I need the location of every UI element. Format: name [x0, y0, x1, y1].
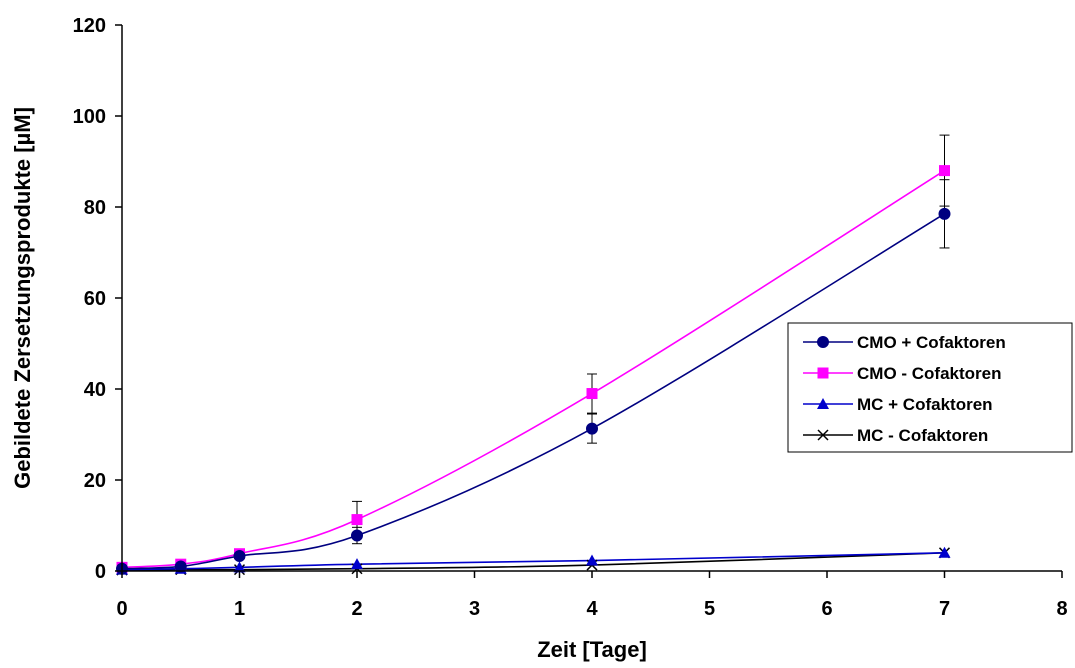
data-point	[939, 165, 950, 177]
y-tick-label: 120	[73, 15, 106, 37]
series-line	[121, 552, 945, 571]
y-tick-label: 40	[84, 379, 106, 401]
legend-label: CMO + Cofaktoren	[857, 333, 1006, 352]
data-point	[351, 514, 363, 526]
axes: 0 20 40 60 80 100 120 0 1 2 3 4 5 6 7 8	[73, 15, 1068, 620]
plot-area	[116, 134, 951, 576]
legend: CMO + Cofaktoren CMO - Cofaktoren MC + Cof…	[787, 322, 1073, 453]
data-point	[586, 388, 598, 400]
data-point	[351, 558, 363, 570]
legend-box	[787, 322, 1073, 453]
data-point	[233, 549, 246, 562]
y-tick-label: 100	[73, 106, 106, 128]
legend-marker	[817, 336, 829, 348]
x-tick-label: 6	[821, 598, 832, 620]
x-tick-label: 2	[351, 598, 362, 620]
series-line	[121, 169, 945, 569]
y-tick-label: 20	[84, 470, 106, 492]
data-point	[233, 561, 246, 573]
series-line	[121, 213, 945, 570]
legend-label: MC - Cofaktoren	[857, 426, 988, 445]
y-tick-label: 60	[84, 288, 106, 310]
data-point	[938, 546, 951, 558]
y-tick-label: 0	[95, 561, 106, 583]
x-tick-label: 4	[586, 598, 598, 620]
x-tick-label: 3	[469, 598, 480, 620]
data-point	[586, 422, 598, 435]
data-point	[174, 560, 187, 573]
legend-label: MC + Cofaktoren	[857, 395, 993, 414]
x-axis-title: Zeit [Tage]	[537, 637, 647, 662]
data-point	[938, 207, 951, 220]
x-tick-label: 8	[1056, 598, 1067, 620]
series-line	[121, 552, 945, 571]
legend-marker	[817, 367, 829, 379]
legend-marker	[817, 398, 829, 409]
x-tick-label: 1	[234, 598, 245, 620]
legend-label: CMO - Cofaktoren	[857, 364, 1002, 383]
legend-marker	[817, 429, 829, 441]
data-point	[351, 529, 363, 542]
data-point	[586, 554, 598, 566]
y-axis-title: Gebildete Zersetzungsprodukte [µM]	[10, 107, 35, 489]
x-tick-label: 5	[704, 598, 715, 620]
x-marker-stroke	[817, 429, 829, 441]
x-tick-label: 7	[939, 598, 950, 620]
x-tick-label: 0	[116, 598, 127, 620]
y-tick-label: 80	[84, 197, 106, 219]
